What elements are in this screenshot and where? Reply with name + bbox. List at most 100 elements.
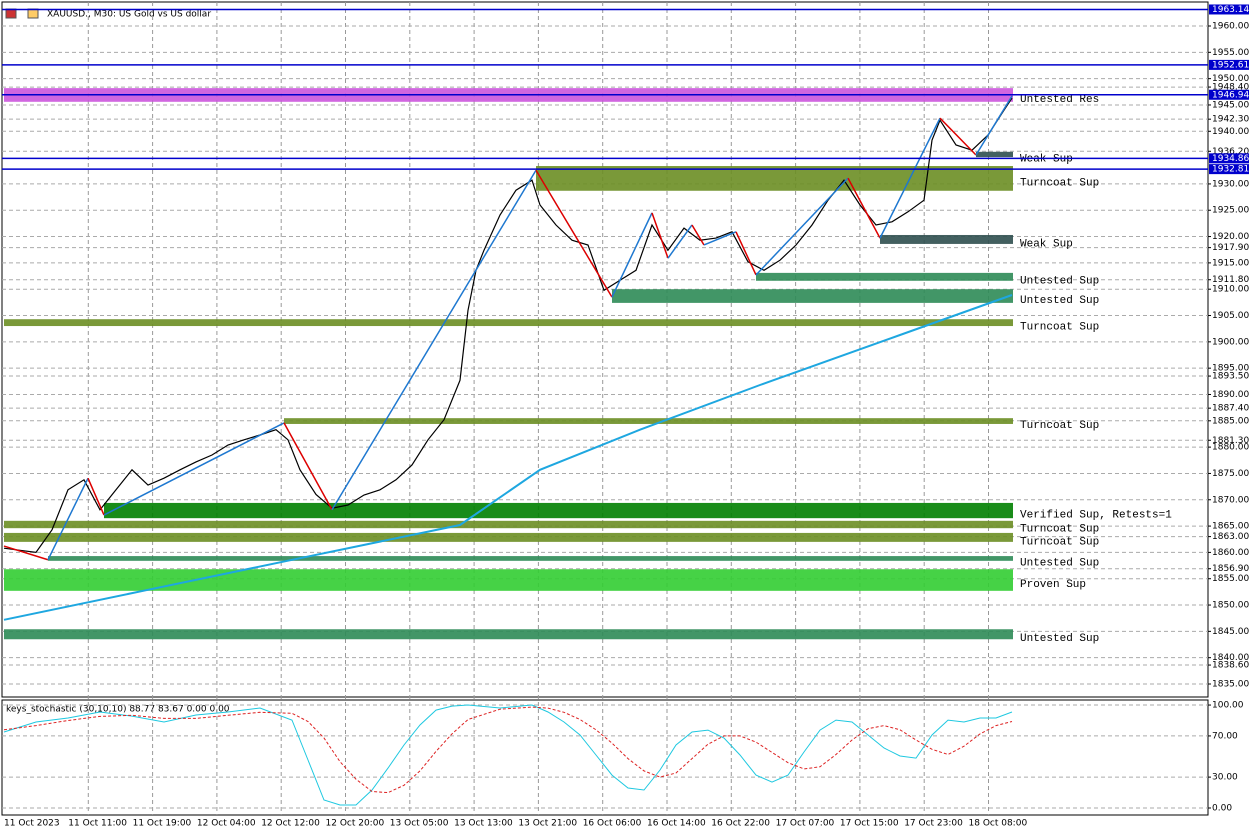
zone	[4, 532, 1013, 542]
y-tick-label: 1917.90	[1212, 243, 1249, 253]
y-tick-label: 1925.00	[1212, 206, 1249, 216]
zigzag-segment	[975, 95, 1013, 156]
y-tick-label: 1910.00	[1212, 285, 1249, 295]
chart-title: XAUUSD., M30: US Gold vs US dollar	[47, 10, 211, 20]
zigzag-segment	[611, 212, 653, 298]
x-tick-label: 12 Oct 12:00	[261, 819, 320, 829]
y-tick-label: 100.00	[1212, 701, 1244, 711]
y-tick-label: 1936.20	[1212, 147, 1249, 157]
level-label-box	[1209, 59, 1249, 70]
y-tick-label: 1881.30	[1212, 436, 1249, 446]
y-tick-label: 1930.00	[1212, 179, 1249, 189]
y-tick-label: 1835.00	[1212, 679, 1249, 689]
indicator-line	[3, 704, 1013, 806]
x-tick-label: 17 Oct 15:00	[840, 819, 899, 829]
level-label-box	[1209, 4, 1249, 15]
x-tick-label: 13 Oct 05:00	[390, 819, 449, 829]
y-tick-label: 70.00	[1212, 731, 1238, 741]
zone-label: Turncoat Sup	[1020, 536, 1099, 548]
x-tick-label: 11 Oct 19:00	[133, 819, 192, 829]
zone	[880, 234, 1013, 244]
zigzag-segment	[879, 117, 941, 239]
zone-label: Proven Sup	[1020, 579, 1086, 591]
y-tick-label: 1900.00	[1212, 337, 1249, 347]
zigzag-segment	[847, 177, 881, 239]
y-tick-label: 1870.00	[1212, 495, 1249, 505]
zone	[104, 502, 1013, 519]
x-tick-label: 18 Oct 08:00	[969, 819, 1028, 829]
main-panel	[1, 1, 1209, 698]
y-tick-label: 1920.00	[1212, 232, 1249, 242]
y-tick-label: 1880.00	[1212, 443, 1249, 453]
zigzag-segment	[103, 422, 285, 516]
y-tick-label: 1945.00	[1212, 100, 1249, 110]
y-tick-label: 1948.40	[1212, 83, 1249, 93]
x-tick-label: 17 Oct 07:00	[776, 819, 835, 829]
zone-label: Turncoat Sup	[1020, 322, 1099, 334]
zone	[4, 319, 1013, 327]
zone	[756, 272, 1013, 281]
indicator-line	[3, 706, 1013, 794]
y-tick-label: 1885.00	[1212, 416, 1249, 426]
zone	[284, 418, 1013, 424]
y-tick-label: 1893.50	[1212, 372, 1249, 382]
price-line	[3, 97, 1013, 554]
zone	[612, 289, 1013, 303]
zigzag-segment	[939, 117, 977, 156]
y-tick-label: 1955.00	[1212, 48, 1249, 58]
y-tick-label: 30.00	[1212, 773, 1238, 783]
zigzag-segment	[667, 224, 693, 259]
y-tick-label: 0.00	[1212, 803, 1232, 813]
x-tick-label: 13 Oct 13:00	[454, 819, 513, 829]
zone-label: Untested Sup	[1020, 557, 1099, 569]
zone-label: Turncoat Sup	[1020, 523, 1099, 535]
zigzag-segment	[691, 224, 705, 246]
level-label-box	[1209, 164, 1249, 175]
y-tick-label: 1887.40	[1212, 404, 1249, 414]
zone-label: Turncoat Sup	[1020, 177, 1099, 189]
y-tick-label: 1850.00	[1212, 601, 1249, 611]
zone-label: Untested Sup	[1020, 633, 1099, 645]
zigzag-segment	[87, 477, 105, 516]
y-tick-label: 1890.00	[1212, 390, 1249, 400]
zone-label: Turncoat Sup	[1020, 420, 1099, 432]
x-tick-label: 12 Oct 04:00	[197, 819, 256, 829]
zone	[536, 166, 1013, 191]
zone-label: Untested Res	[1020, 94, 1099, 106]
indicator-panel	[1, 699, 1209, 816]
y-tick-label: 1960.00	[1212, 22, 1249, 32]
y-tick-label: 1855.00	[1212, 574, 1249, 584]
y-tick-label: 1865.00	[1212, 522, 1249, 532]
x-tick-label: 12 Oct 20:00	[326, 819, 385, 829]
x-tick-label: 16 Oct 06:00	[583, 819, 642, 829]
zone-label: Weak Sup	[1020, 153, 1073, 165]
zigzag-segment	[535, 169, 613, 298]
zone-label: Untested Sup	[1020, 295, 1099, 307]
x-tick-label: 11 Oct 2023	[4, 819, 60, 829]
indicator-title: keys_stochastic (30,10,10) 88.77 83.67 0…	[6, 705, 230, 715]
zigzag-segment	[331, 169, 537, 511]
zigzag-segment	[3, 545, 49, 561]
moving-average	[3, 294, 1013, 621]
y-tick-label: 1863.00	[1212, 532, 1249, 542]
zone-label: Untested Sup	[1020, 276, 1099, 288]
y-tick-label: 1860.00	[1212, 548, 1249, 558]
level-label: 1932.81	[1212, 165, 1249, 175]
zone	[4, 629, 1013, 640]
zone	[4, 569, 1013, 591]
y-tick-label: 1940.00	[1212, 127, 1249, 137]
y-tick-label: 1950.00	[1212, 74, 1249, 84]
level-label: 1963.14	[1212, 5, 1249, 15]
zigzag-segment	[735, 231, 757, 276]
zigzag-segment	[703, 231, 737, 246]
y-tick-label: 1942.30	[1212, 115, 1249, 125]
zone	[4, 520, 1013, 529]
zigzag-segment	[755, 177, 849, 276]
x-tick-label: 16 Oct 22:00	[711, 819, 770, 829]
y-tick-label: 1905.00	[1212, 311, 1249, 321]
zone	[976, 151, 1013, 158]
zone-label: Verified Sup, Retests=1	[1020, 509, 1172, 521]
y-tick-label: 1845.00	[1212, 627, 1249, 637]
